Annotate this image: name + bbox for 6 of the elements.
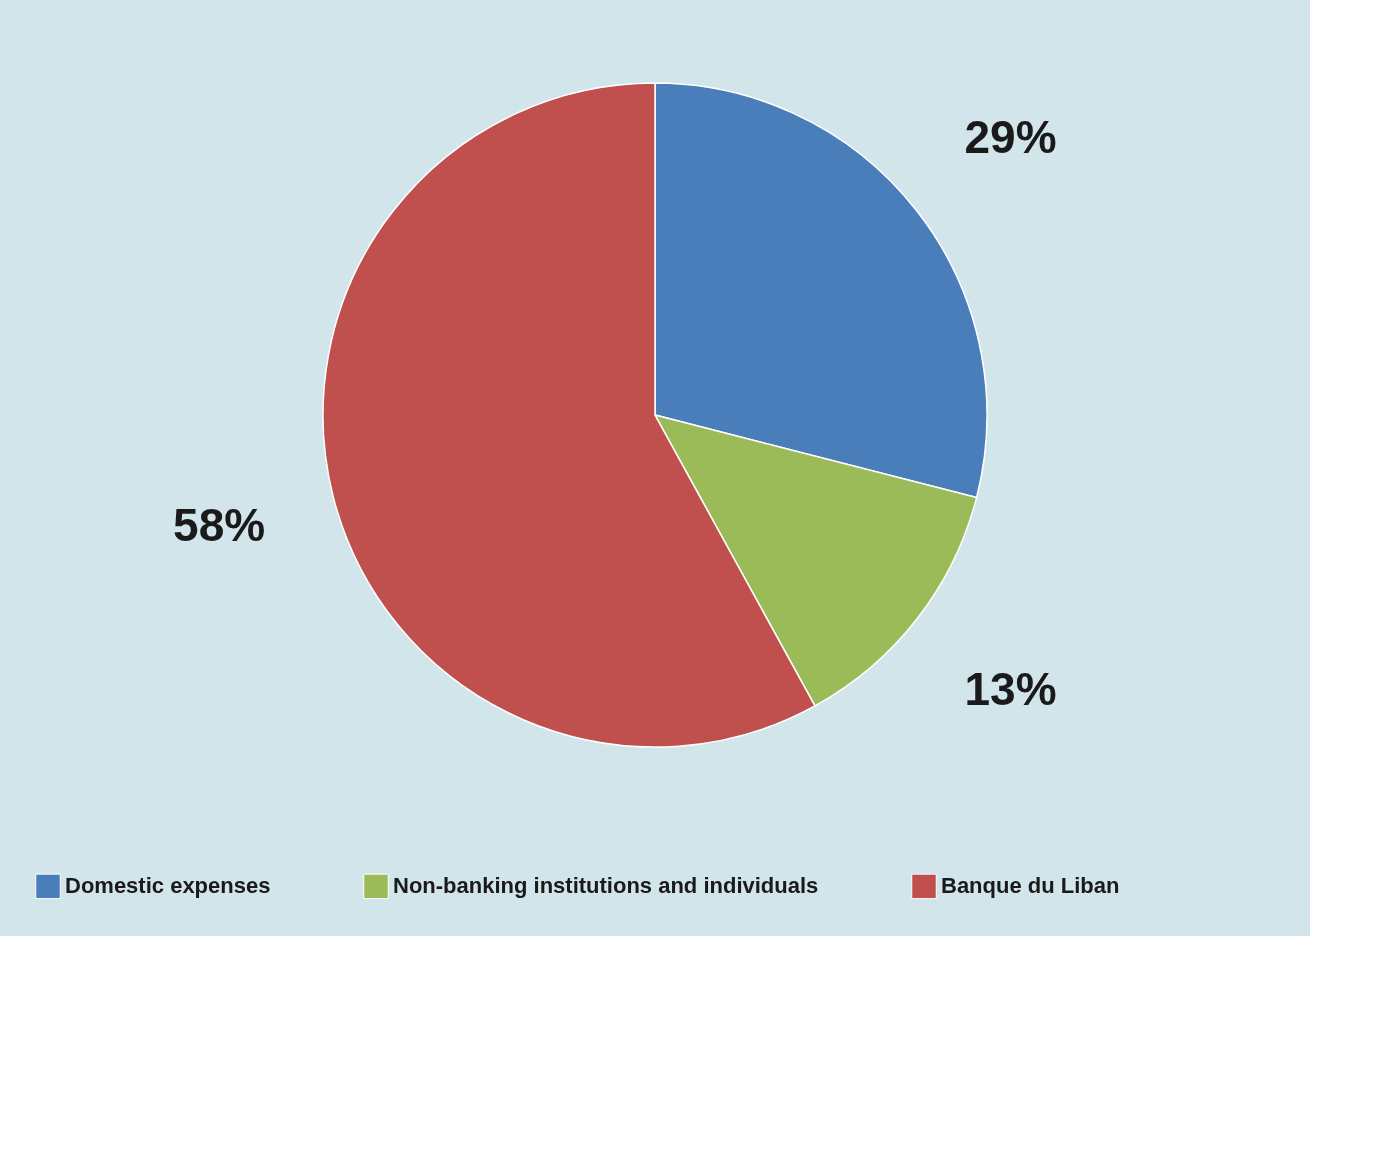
legend-label: Domestic expenses: [65, 873, 271, 899]
data-label: 13%: [964, 662, 1057, 715]
legend-label: Banque du Liban: [941, 873, 1120, 899]
data-label: 58%: [173, 498, 266, 551]
legend-label: Non-banking institutions and individuals: [393, 873, 819, 899]
data-label: 29%: [964, 111, 1057, 164]
